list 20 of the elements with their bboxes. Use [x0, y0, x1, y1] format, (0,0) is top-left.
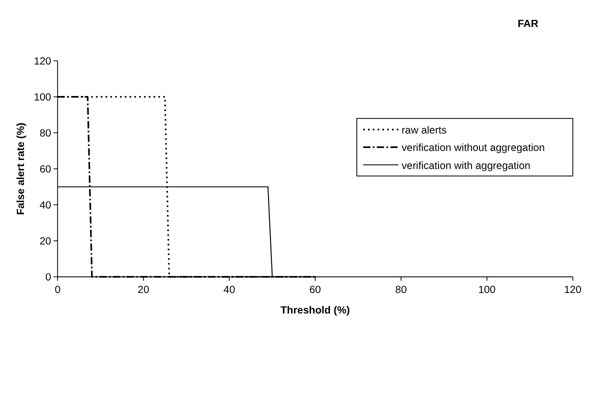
legend-label: verification with aggregation [402, 160, 531, 172]
legend-label: raw alerts [402, 126, 447, 137]
y-tick-label: 120 [34, 56, 52, 68]
x-tick-label: 60 [309, 284, 322, 296]
legend-label: verification without aggregation [402, 143, 546, 154]
x-tick-label: 80 [395, 284, 408, 296]
y-tick-label: 40 [40, 200, 52, 212]
chart-title: FAR [518, 19, 539, 30]
y-tick-label: 20 [40, 236, 52, 248]
y-tick-label: 60 [40, 164, 52, 176]
y-tick-label: 0 [45, 272, 52, 284]
y-axis-title: False alert rate (%) [16, 122, 27, 216]
x-tick-label: 40 [224, 284, 236, 296]
x-tick-label: 0 [54, 284, 61, 296]
x-tick-label: 100 [478, 284, 496, 296]
x-axis-title: Threshold (%) [280, 306, 350, 317]
y-tick-label: 100 [34, 92, 52, 104]
x-tick-label: 20 [138, 284, 150, 296]
x-tick-label: 120 [564, 284, 582, 296]
y-tick-label: 80 [40, 128, 52, 140]
